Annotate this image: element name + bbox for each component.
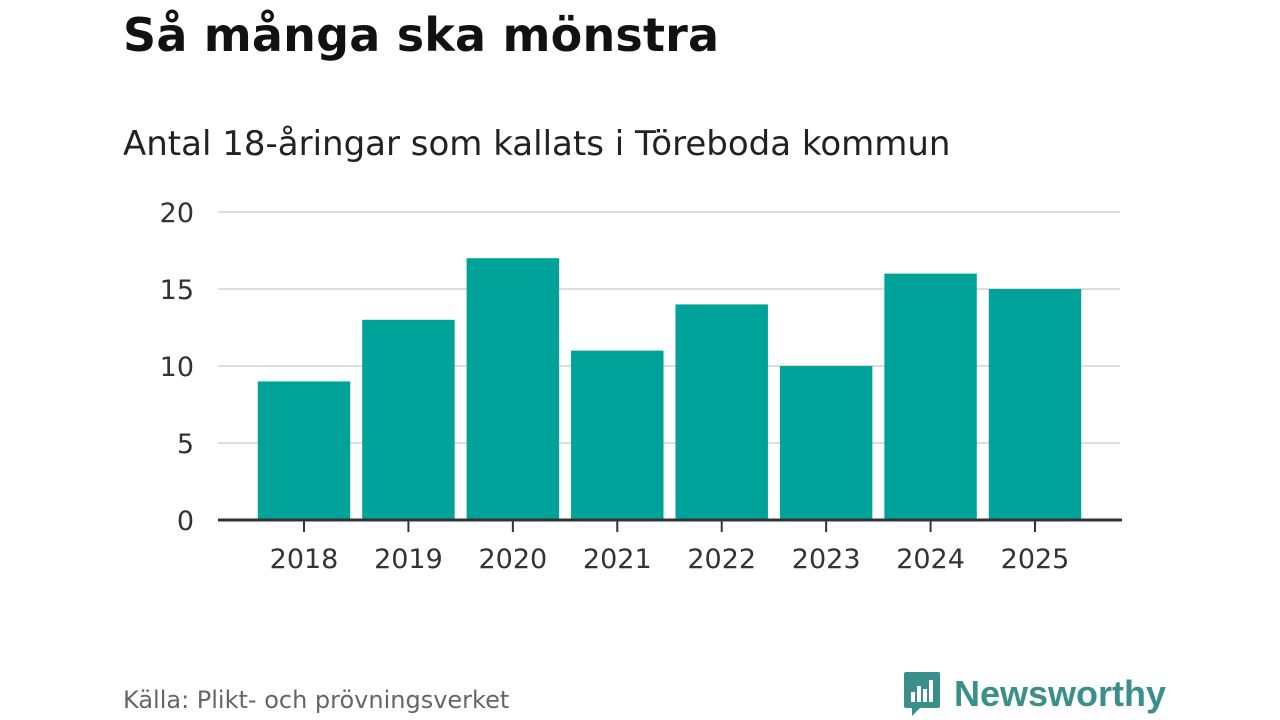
brand-name: Newsworthy	[954, 673, 1167, 714]
y-tick-label: 10	[160, 352, 194, 383]
x-tick-label: 2022	[687, 544, 756, 575]
x-tick-label: 2021	[583, 544, 652, 575]
x-tick-label: 2018	[270, 544, 339, 575]
y-tick-label: 15	[160, 275, 194, 306]
bar-2024	[884, 273, 977, 520]
chart-subtitle: Antal 18-åringar som kallats i Töreboda …	[123, 124, 951, 164]
x-tick-label: 2019	[374, 544, 443, 575]
x-axis: 2018 2019 2020 2021 2022 2023 2024 2025	[218, 518, 1122, 575]
bar-2018	[257, 381, 351, 520]
bars	[257, 258, 1082, 520]
y-tick-label: 5	[177, 429, 194, 460]
x-tick-label: 2023	[792, 544, 861, 575]
x-tick-label: 2020	[478, 544, 547, 575]
bar-2025	[988, 289, 1082, 520]
y-axis: 0 5 10 15 20	[160, 198, 194, 537]
bar-chart-speech-bubble-icon	[904, 672, 940, 716]
x-tick-label: 2025	[1001, 544, 1070, 575]
y-tick-label: 20	[160, 198, 194, 229]
x-tick-label: 2024	[896, 544, 965, 575]
source-note: Källa: Plikt- och prövningsverket	[123, 686, 510, 714]
bar-2020	[466, 258, 560, 520]
bar-2022	[675, 304, 768, 520]
y-tick-label: 0	[177, 506, 194, 537]
chart-title: Så många ska mönstra	[123, 8, 720, 62]
brand-logo: Newsworthy	[902, 670, 1166, 718]
bar-2023	[779, 366, 873, 520]
gridlines	[218, 211, 1120, 444]
bar-2021	[571, 350, 664, 520]
bar-2019	[362, 319, 455, 520]
